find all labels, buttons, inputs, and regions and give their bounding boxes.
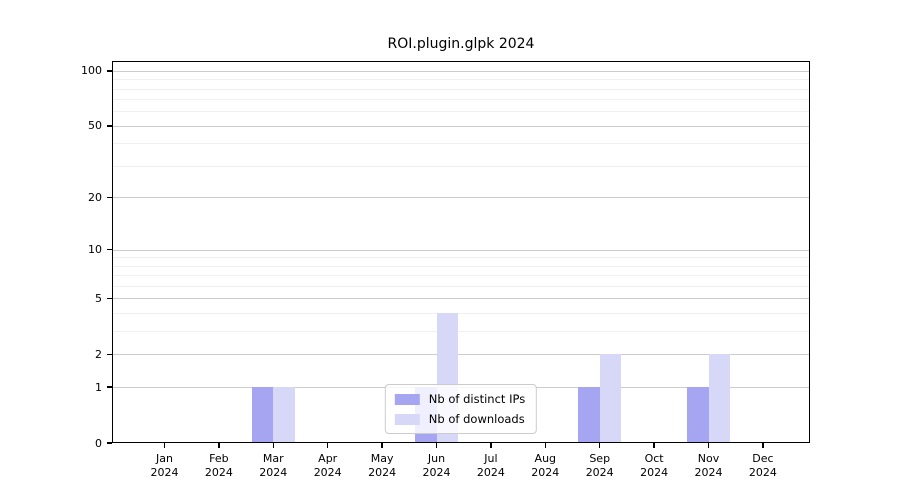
gridline-minor — [112, 265, 810, 267]
x-tick-month: Dec — [752, 452, 774, 465]
y-tick-mark — [107, 353, 112, 356]
x-tick-year: 2024 — [531, 466, 560, 480]
x-tick-label: Jun 2024 — [407, 452, 467, 481]
x-tick-month: Jun — [427, 452, 446, 465]
x-tick-mark — [653, 443, 655, 448]
x-tick-label: Feb 2024 — [189, 452, 249, 481]
gridline-major — [112, 298, 810, 300]
x-tick-month: Jul — [484, 452, 498, 465]
x-tick-mark — [598, 443, 601, 448]
gridline-major — [112, 70, 810, 72]
x-tick-mark — [762, 443, 764, 448]
x-tick-label: Jan 2024 — [135, 452, 195, 481]
gridline-minor — [112, 88, 810, 90]
y-tick-label: 100 — [81, 64, 102, 78]
y-tick-label: 50 — [88, 119, 102, 133]
legend-item-downloads: Nb of downloads — [394, 412, 525, 426]
x-tick-label: Mar 2024 — [243, 452, 303, 481]
y-tick-mark — [107, 386, 112, 388]
gridline-minor — [112, 166, 810, 168]
legend-label-distinct-ips: Nb of distinct IPs — [428, 392, 526, 406]
legend-swatch-distinct-ips — [394, 393, 420, 405]
bar-distinct-ips — [687, 387, 709, 443]
bar-downloads — [708, 354, 730, 443]
x-tick-mark — [218, 443, 220, 448]
x-tick-year: 2024 — [313, 466, 342, 480]
x-tick-month: Oct — [644, 452, 664, 465]
x-tick-mark — [326, 443, 329, 448]
y-tick-label: 20 — [88, 190, 102, 204]
plot-area: Nb of distinct IPs Nb of downloads 0 1 2 5 1… — [81, 61, 810, 479]
bar-downloads — [273, 387, 295, 443]
y-tick-mark — [107, 196, 112, 199]
x-tick-mark — [544, 443, 547, 448]
gridline-minor — [112, 275, 810, 277]
x-tick-label: May 2024 — [352, 452, 412, 481]
x-tick-year: 2024 — [204, 466, 233, 480]
x-tick-label: Nov 2024 — [679, 452, 739, 481]
gridline-minor — [112, 79, 810, 81]
x-tick-mark — [381, 443, 383, 448]
x-tick-label: Dec 2024 — [733, 452, 793, 481]
x-tick-mark — [272, 443, 275, 448]
gridline-minor — [112, 111, 810, 113]
x-tick-year: 2024 — [476, 466, 505, 480]
gridline-minor — [112, 99, 810, 101]
x-tick-label: Jul 2024 — [461, 452, 521, 481]
x-tick-label: Oct 2024 — [624, 452, 684, 481]
chart-title: ROI.plugin.glpk 2024 — [387, 36, 535, 52]
gridline-minor — [112, 313, 810, 315]
x-tick-label: Apr 2024 — [298, 452, 358, 481]
gridline-minor — [112, 331, 810, 333]
y-tick-label: 5 — [95, 291, 102, 305]
x-tick-month: May — [370, 452, 394, 465]
gridline-major — [112, 249, 810, 251]
gridline-minor — [112, 286, 810, 288]
gridline-major — [112, 125, 810, 127]
x-tick-year: 2024 — [368, 466, 397, 480]
bar-distinct-ips — [578, 387, 600, 443]
x-tick-mark — [490, 443, 492, 448]
x-tick-year: 2024 — [259, 466, 288, 480]
y-tick-mark — [107, 125, 112, 127]
x-tick-mark — [435, 443, 438, 448]
gridline-major — [112, 197, 810, 199]
x-tick-year: 2024 — [150, 466, 179, 480]
x-tick-month: Sep — [589, 452, 611, 465]
x-tick-month: Apr — [318, 452, 338, 465]
gridline-major — [112, 354, 810, 356]
legend-item-distinct-ips: Nb of distinct IPs — [394, 392, 526, 406]
x-tick-year: 2024 — [694, 466, 723, 480]
bar-downloads — [599, 354, 622, 443]
x-tick-year: 2024 — [585, 466, 614, 480]
x-tick-label: Sep 2024 — [570, 452, 630, 481]
y-tick-mark — [107, 248, 112, 251]
x-tick-mark — [707, 443, 710, 448]
x-tick-month: Aug — [534, 452, 557, 465]
legend: Nb of distinct IPs Nb of downloads — [384, 384, 538, 434]
gridline-minor — [112, 257, 810, 259]
y-tick-mark — [107, 70, 112, 72]
y-tick-mark — [107, 297, 112, 300]
gridline-minor — [112, 143, 810, 145]
y-tick-label: 0 — [95, 436, 102, 450]
legend-label-downloads: Nb of downloads — [428, 412, 525, 426]
x-tick-label: Aug 2024 — [515, 452, 575, 481]
y-tick-mark — [107, 442, 112, 444]
x-tick-month: Mar — [262, 452, 284, 465]
x-tick-year: 2024 — [422, 466, 451, 480]
y-tick-label: 1 — [95, 380, 102, 394]
legend-swatch-downloads — [394, 413, 420, 425]
x-tick-month: Feb — [209, 452, 229, 465]
x-tick-year: 2024 — [640, 466, 669, 480]
bar-distinct-ips — [251, 387, 274, 443]
y-tick-label: 10 — [88, 243, 102, 257]
y-tick-label: 2 — [95, 347, 102, 361]
x-tick-year: 2024 — [748, 466, 777, 480]
x-tick-month: Nov — [697, 452, 720, 465]
x-tick-month: Jan — [156, 452, 173, 465]
x-tick-mark — [163, 443, 166, 448]
